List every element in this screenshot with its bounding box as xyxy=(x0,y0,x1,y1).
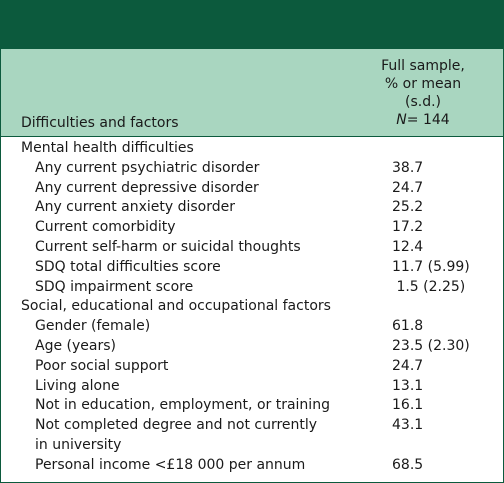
column-header-line-2: % or mean xyxy=(384,76,462,92)
row-label: Any current psychiatric disorder xyxy=(35,159,260,176)
row-value: 23.5 (2.30) xyxy=(392,337,470,354)
table-row: Poor social support 24.7 xyxy=(1,357,503,377)
row-label: Age (years) xyxy=(35,337,116,354)
row-label: SDQ total difficulties score xyxy=(35,258,221,275)
row-label: SDQ impairment score xyxy=(35,278,194,295)
column-header-line-3: (s.d.) xyxy=(404,94,441,110)
row-label: Living alone xyxy=(35,377,120,394)
row-value: 17.2 xyxy=(392,219,424,236)
row-label: Any current anxiety disorder xyxy=(35,199,236,216)
table-body: Mental health difficulties Any current p… xyxy=(1,139,503,476)
table-header: Difficulties and factors Full sample, % … xyxy=(1,49,503,137)
column-header-line-1: Full sample, xyxy=(381,58,465,74)
section-title: Social, educational and occupational fac… xyxy=(21,298,331,315)
row-label: Gender (female) xyxy=(35,318,151,335)
n-symbol: N xyxy=(396,112,407,128)
table-row: Current self-harm or suicidal thoughts 12… xyxy=(1,238,503,258)
table-row: Not in education, employment, or trainin… xyxy=(1,396,503,416)
table-row: Any current depressive disorder 24.7 xyxy=(1,179,503,199)
column-header-difficulties: Difficulties and factors xyxy=(21,115,179,131)
table-row: Any current anxiety disorder 25.2 xyxy=(1,198,503,218)
column-header-full-sample: Full sample, % or mean (s.d.) N= 144 xyxy=(373,57,473,129)
table-row: Any current psychiatric disorder 38.7 xyxy=(1,159,503,179)
table-row: Personal income <£18 000 per annum 68.5 xyxy=(1,456,503,476)
row-value: 12.4 xyxy=(392,238,424,255)
n-value: = 144 xyxy=(406,112,450,128)
row-value: 16.1 xyxy=(392,397,424,414)
table-row: SDQ impairment score 1.5 (2.25) xyxy=(1,278,503,298)
table-row: Not completed degree and not currently i… xyxy=(1,416,503,456)
row-label: Not in education, employment, or trainin… xyxy=(35,397,330,414)
row-value: 1.5 (2.25) xyxy=(392,278,466,295)
section-heading: Mental health difficulties xyxy=(1,139,503,159)
row-value: 13.1 xyxy=(392,377,424,394)
table-row: SDQ total difficulties score 11.7 (5.99) xyxy=(1,258,503,278)
row-label: Poor social support xyxy=(35,357,169,374)
table-title-bar xyxy=(1,1,503,49)
row-label: Personal income <£18 000 per annum xyxy=(35,456,306,473)
table-row: Living alone 13.1 xyxy=(1,377,503,397)
table-row: Age (years) 23.5 (2.30) xyxy=(1,337,503,357)
row-label: Any current depressive disorder xyxy=(35,179,259,196)
row-label: Current comorbidity xyxy=(35,219,176,236)
section-title: Mental health difficulties xyxy=(21,140,194,156)
row-value: 25.2 xyxy=(392,199,424,216)
section-heading: Social, educational and occupational fac… xyxy=(1,297,503,317)
row-label: Not completed degree and not currently i… xyxy=(35,417,318,453)
row-value: 11.7 (5.99) xyxy=(392,258,470,275)
row-value: 68.5 xyxy=(392,456,424,473)
column-header-n: N= 144 xyxy=(373,111,473,129)
table-row: Gender (female) 61.8 xyxy=(1,317,503,337)
row-value: 61.8 xyxy=(392,318,424,335)
table-row: Current comorbidity 17.2 xyxy=(1,218,503,238)
row-value: 24.7 xyxy=(392,179,424,196)
row-value: 24.7 xyxy=(392,357,424,374)
row-value: 43.1 xyxy=(392,417,424,434)
row-label: Current self-harm or suicidal thoughts xyxy=(35,238,301,255)
row-value: 38.7 xyxy=(392,159,424,176)
